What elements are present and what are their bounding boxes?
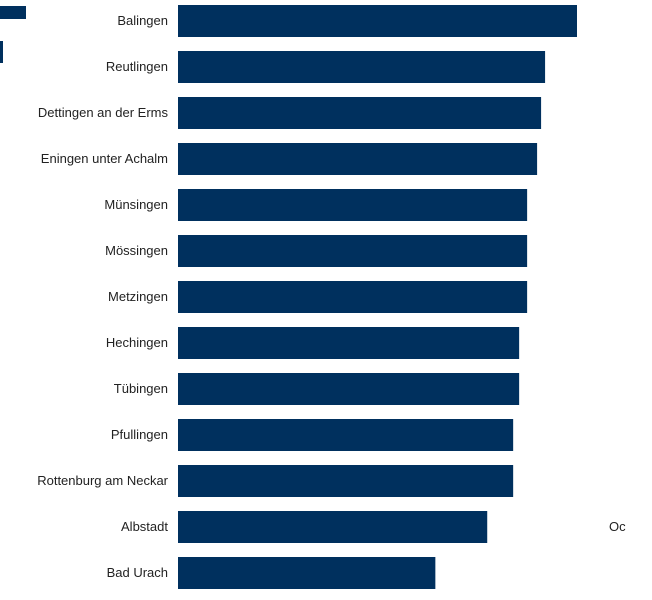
category-label-eningen-unter-achalm: Eningen unter Achalm — [41, 151, 168, 166]
category-label-tubingen: Tübingen — [114, 381, 168, 396]
bar-dettingen-an-der-erms — [178, 97, 542, 129]
category-label-rottenburg-am-neckar: Rottenburg am Neckar — [37, 473, 168, 488]
category-label-hechingen: Hechingen — [106, 335, 168, 350]
category-label-balingen: Balingen — [117, 13, 168, 28]
category-label-metzingen: Metzingen — [108, 289, 168, 304]
bar-rottenburg-am-neckar — [178, 465, 514, 497]
category-label-reutlingen: Reutlingen — [106, 59, 168, 74]
bar-albstadt — [178, 511, 488, 543]
bar-metzingen — [178, 281, 528, 313]
bar-bad-urach — [178, 557, 436, 589]
bar-eningen-unter-achalm — [178, 143, 538, 175]
bar-hechingen — [178, 327, 520, 359]
side-text: Oc — [609, 519, 626, 534]
category-label-bad-urach: Bad Urach — [107, 565, 168, 580]
category-label-mossingen: Mössingen — [105, 243, 168, 258]
bar-reutlingen — [178, 51, 546, 83]
bar-mossingen — [178, 235, 528, 267]
bar-pfullingen — [178, 419, 514, 451]
category-label-munsingen: Münsingen — [104, 197, 168, 212]
legend-swatch-2 — [0, 41, 3, 63]
legend-swatch-1 — [0, 6, 26, 19]
category-label-dettingen-an-der-erms: Dettingen an der Erms — [38, 105, 169, 120]
category-label-albstadt: Albstadt — [121, 519, 168, 534]
category-label-pfullingen: Pfullingen — [111, 427, 168, 442]
bar-tubingen — [178, 373, 520, 405]
bar-balingen — [178, 5, 577, 37]
bar-munsingen — [178, 189, 528, 221]
